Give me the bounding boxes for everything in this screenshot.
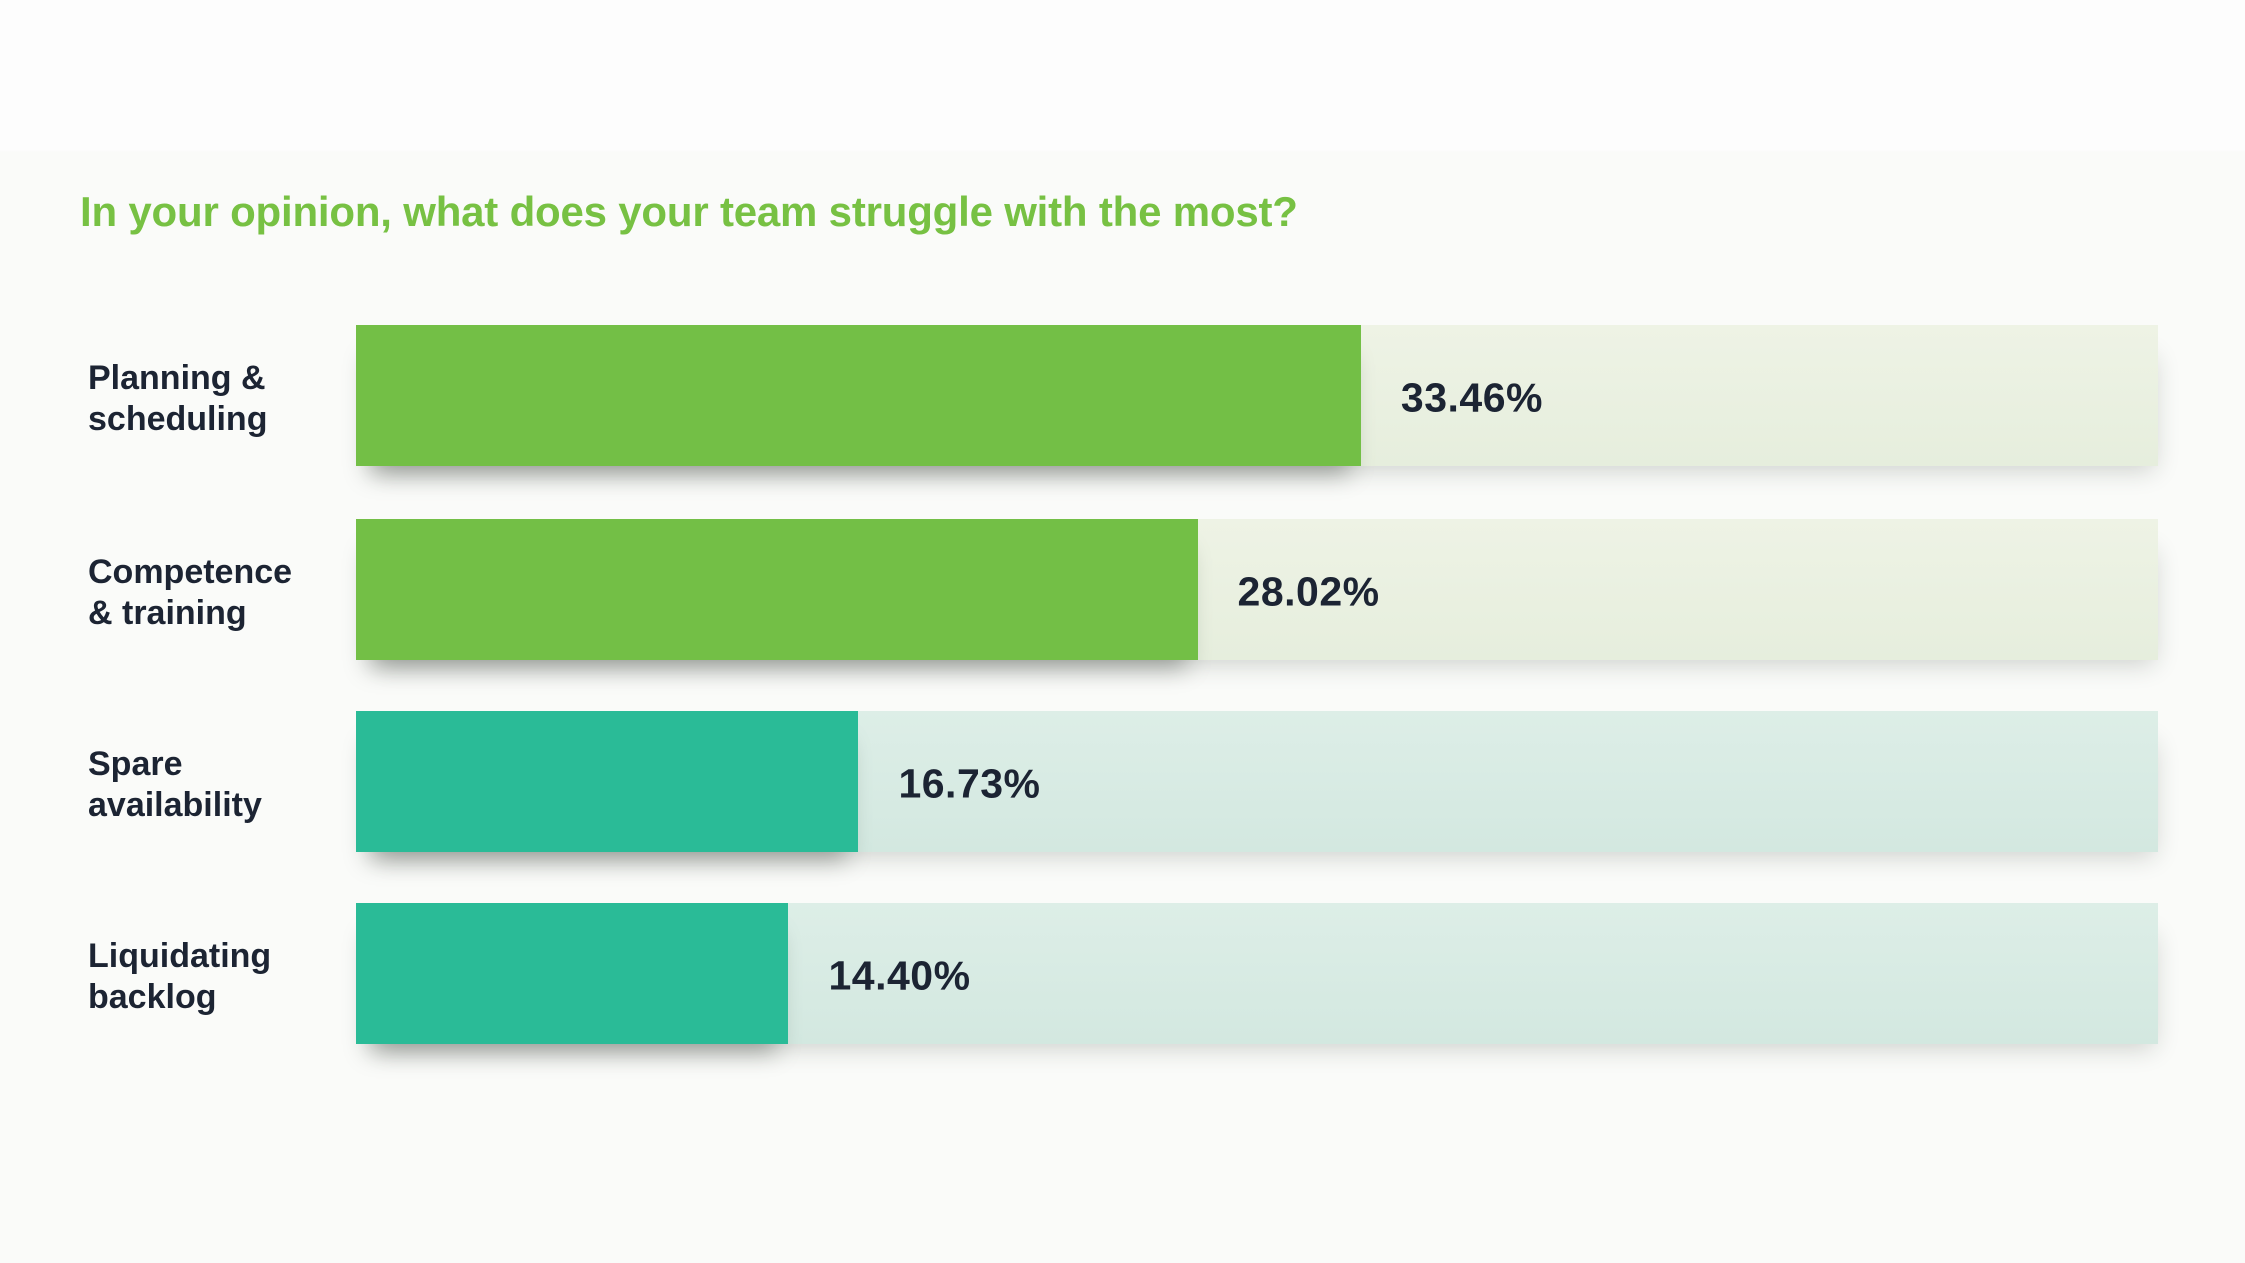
bar-row-spare-availability: Spare availability 16.73% [88,711,2158,852]
value-label: 16.73% [898,760,1041,806]
category-label-line1: Liquidating [88,936,272,975]
bar-fill [356,711,859,852]
category-label-line2: backlog [88,977,217,1016]
category-label-line2: & training [88,593,247,632]
bar-fill [356,325,1361,466]
bar-track: 16.73% [356,711,2158,852]
bar-track: 14.40% [356,903,2158,1044]
value-label: 14.40% [828,952,971,998]
bar-fill [356,903,789,1044]
bar-row-liquidating-backlog: Liquidating backlog 14.40% [88,903,2158,1044]
category-label-line2: scheduling [88,399,268,438]
category-label: Liquidating backlog [88,903,356,1044]
bar-row-planning-scheduling: Planning & scheduling 33.46% [88,325,2158,466]
category-label: Planning & scheduling [88,325,356,466]
chart-title: In your opinion, what does your team str… [80,188,1298,235]
category-label: Spare availability [88,711,356,852]
bar-row-competence-training: Competence & training 28.02% [88,519,2158,660]
bar-track: 33.46% [356,325,2158,466]
category-label-line1: Planning & [88,358,266,397]
value-label: 33.46% [1400,374,1543,420]
category-label-line1: Spare [88,744,183,783]
category-label-line1: Competence [88,552,293,591]
category-label: Competence & training [88,519,356,660]
bar-track: 28.02% [356,519,2158,660]
bar-fill [356,519,1198,660]
value-label: 28.02% [1237,568,1380,614]
category-label-line2: availability [88,785,262,824]
